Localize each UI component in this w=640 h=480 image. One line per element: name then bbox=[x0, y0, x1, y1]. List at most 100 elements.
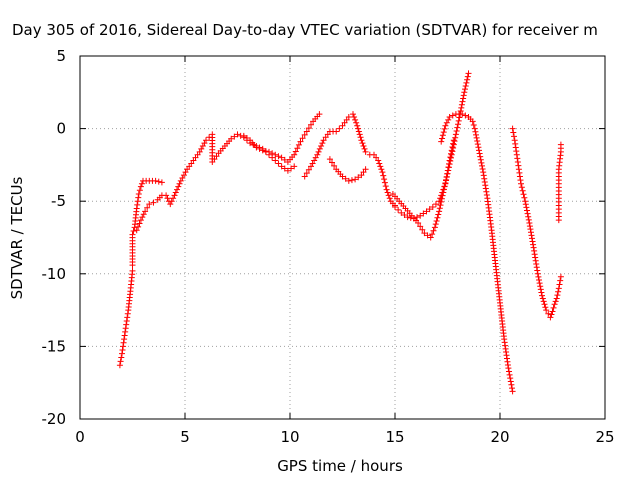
data-point bbox=[150, 199, 157, 206]
data-point bbox=[516, 173, 523, 180]
data-point bbox=[253, 144, 260, 151]
data-point bbox=[420, 210, 427, 217]
data-point bbox=[452, 131, 459, 138]
data-point bbox=[470, 121, 477, 128]
data-point bbox=[551, 301, 558, 308]
data-point bbox=[182, 169, 189, 176]
data-point bbox=[357, 134, 364, 141]
x-tick-label: 20 bbox=[490, 428, 509, 446]
data-point bbox=[121, 336, 128, 343]
data-point bbox=[446, 161, 453, 168]
data-point bbox=[473, 131, 479, 138]
data-point bbox=[523, 204, 530, 211]
data-point bbox=[542, 304, 549, 311]
data-point bbox=[556, 281, 563, 288]
data-point bbox=[480, 172, 487, 179]
data-point bbox=[275, 160, 282, 167]
data-point bbox=[269, 150, 276, 157]
data-point bbox=[451, 138, 458, 145]
data-point bbox=[462, 86, 468, 93]
data-point bbox=[355, 174, 362, 181]
data-point bbox=[133, 205, 140, 212]
data-point bbox=[432, 221, 439, 228]
data-point bbox=[120, 343, 127, 350]
data-point bbox=[526, 219, 533, 226]
data-point bbox=[476, 150, 483, 157]
data-point bbox=[174, 186, 181, 193]
data-point bbox=[463, 79, 470, 86]
data-point bbox=[377, 163, 384, 170]
data-point bbox=[471, 125, 478, 132]
data-point bbox=[315, 148, 322, 155]
data-point bbox=[295, 141, 302, 148]
data-point bbox=[518, 180, 524, 187]
data-point bbox=[462, 83, 469, 90]
data-point bbox=[301, 131, 308, 138]
data-point bbox=[552, 298, 559, 305]
data-point bbox=[234, 131, 241, 138]
x-axis-label: GPS time / hours bbox=[277, 457, 403, 475]
data-point bbox=[464, 73, 471, 80]
data-point bbox=[272, 157, 279, 164]
data-points bbox=[116, 70, 564, 395]
data-point bbox=[477, 153, 484, 160]
data-point bbox=[385, 192, 392, 199]
data-point bbox=[362, 148, 369, 155]
data-point bbox=[513, 148, 520, 155]
data-point bbox=[512, 140, 519, 147]
y-axis-label: SDTVAR / TECUs bbox=[8, 176, 26, 299]
data-point bbox=[519, 187, 526, 194]
data-point bbox=[506, 371, 513, 378]
data-point bbox=[532, 254, 539, 261]
data-point bbox=[133, 227, 140, 234]
data-point bbox=[548, 311, 555, 318]
data-point bbox=[536, 280, 543, 287]
data-point bbox=[441, 125, 448, 132]
data-point bbox=[318, 143, 325, 150]
data-point bbox=[483, 188, 490, 195]
data-point bbox=[457, 107, 464, 114]
data-point bbox=[281, 165, 288, 172]
data-point bbox=[240, 132, 247, 139]
data-point bbox=[123, 317, 130, 324]
y-tick-label: -10 bbox=[42, 265, 67, 283]
data-point bbox=[414, 214, 421, 221]
data-point bbox=[383, 186, 390, 193]
data-point bbox=[119, 347, 126, 354]
data-point bbox=[442, 122, 449, 129]
data-point bbox=[297, 138, 304, 145]
data-point bbox=[450, 144, 457, 151]
data-point bbox=[438, 195, 445, 202]
data-point bbox=[445, 164, 452, 171]
grid bbox=[80, 56, 605, 419]
data-point bbox=[440, 189, 447, 196]
data-point bbox=[475, 144, 482, 151]
x-tick-label: 25 bbox=[595, 428, 614, 446]
data-point bbox=[460, 92, 467, 99]
data-point bbox=[441, 183, 448, 190]
data-point bbox=[509, 385, 515, 392]
data-point bbox=[163, 192, 170, 199]
data-point bbox=[440, 129, 447, 136]
axis-ticks: 0 5 10 15 20 25 5 0 -5 -10 -15 -20 bbox=[42, 47, 615, 446]
data-point bbox=[170, 195, 177, 202]
data-point bbox=[443, 173, 450, 180]
data-point bbox=[535, 273, 542, 280]
data-point bbox=[312, 154, 319, 161]
data-point bbox=[362, 166, 369, 173]
data-point bbox=[199, 143, 206, 150]
data-point bbox=[336, 125, 343, 132]
x-tick-label: 0 bbox=[75, 428, 85, 446]
data-point bbox=[460, 95, 467, 102]
data-point bbox=[404, 214, 411, 221]
data-point bbox=[291, 163, 298, 170]
data-point bbox=[439, 192, 446, 199]
data-point bbox=[136, 187, 143, 194]
data-point bbox=[262, 148, 269, 155]
chart-title: Day 305 of 2016, Sidereal Day-to-day VTE… bbox=[12, 21, 598, 39]
data-point bbox=[299, 135, 306, 142]
data-point bbox=[480, 169, 487, 176]
data-point bbox=[527, 226, 534, 233]
data-point bbox=[521, 194, 528, 201]
data-point bbox=[122, 325, 129, 332]
